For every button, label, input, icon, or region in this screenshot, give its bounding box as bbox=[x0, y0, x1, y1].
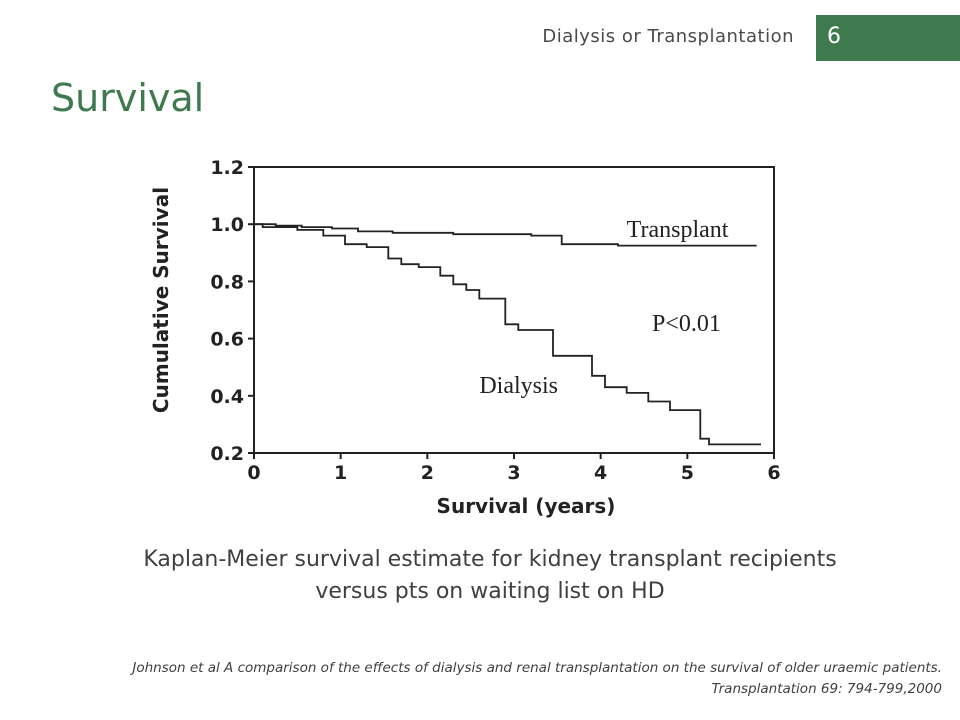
x-tick-label: 5 bbox=[681, 462, 694, 484]
curve-labels: Transplant Dialysis P<0.01 bbox=[479, 217, 728, 399]
x-tick-label: 0 bbox=[247, 462, 260, 484]
y-axis-ticks: 0.2 0.4 0.6 0.8 1.0 1.2 bbox=[210, 157, 254, 465]
y-tick-label: 0.8 bbox=[210, 271, 244, 293]
page-number-badge: 6 bbox=[816, 15, 960, 61]
series-label-dialysis: Dialysis bbox=[479, 373, 558, 399]
y-tick-label: 0.2 bbox=[210, 443, 244, 465]
x-tick-label: 1 bbox=[334, 462, 347, 484]
y-tick-label: 0.6 bbox=[210, 329, 244, 351]
chart-caption: Kaplan-Meier survival estimate for kidne… bbox=[40, 544, 940, 608]
series-label-transplant: Transplant bbox=[627, 217, 729, 243]
x-axis-label: Survival (years) bbox=[437, 494, 616, 518]
y-tick-label: 1.0 bbox=[210, 214, 244, 236]
reference-line-2: Transplantation 69: 794-799,2000 bbox=[711, 681, 942, 697]
caption-line-1: Kaplan-Meier survival estimate for kidne… bbox=[143, 547, 837, 572]
series-line-dialysis bbox=[254, 223, 761, 446]
x-tick-label: 4 bbox=[594, 462, 607, 484]
reference-line-1: Johnson et al A comparison of the effect… bbox=[132, 660, 942, 676]
page-number: 6 bbox=[827, 24, 841, 49]
y-tick-label: 0.4 bbox=[210, 386, 244, 408]
header-title: Dialysis or Transplantation bbox=[542, 26, 794, 47]
x-tick-label: 3 bbox=[507, 462, 520, 484]
y-tick-label: 1.2 bbox=[210, 157, 244, 179]
p-value-annotation: P<0.01 bbox=[652, 311, 721, 337]
y-axis-label: Cumulative Survival bbox=[149, 187, 173, 413]
slide-title: Survival bbox=[51, 76, 205, 120]
x-axis-ticks: 0 1 2 3 4 5 6 bbox=[247, 453, 781, 484]
x-tick-label: 6 bbox=[767, 462, 780, 484]
caption-line-2: versus pts on waiting list on HD bbox=[315, 579, 665, 604]
reference-citation: Johnson et al A comparison of the effect… bbox=[22, 658, 942, 700]
survival-curves bbox=[254, 223, 761, 446]
series-line-transplant bbox=[254, 223, 757, 247]
x-tick-label: 2 bbox=[421, 462, 434, 484]
survival-chart: 0.2 0.4 0.6 0.8 1.0 1.2 0 1 2 3 4 5 6 Transplant Dia… bbox=[149, 157, 781, 518]
